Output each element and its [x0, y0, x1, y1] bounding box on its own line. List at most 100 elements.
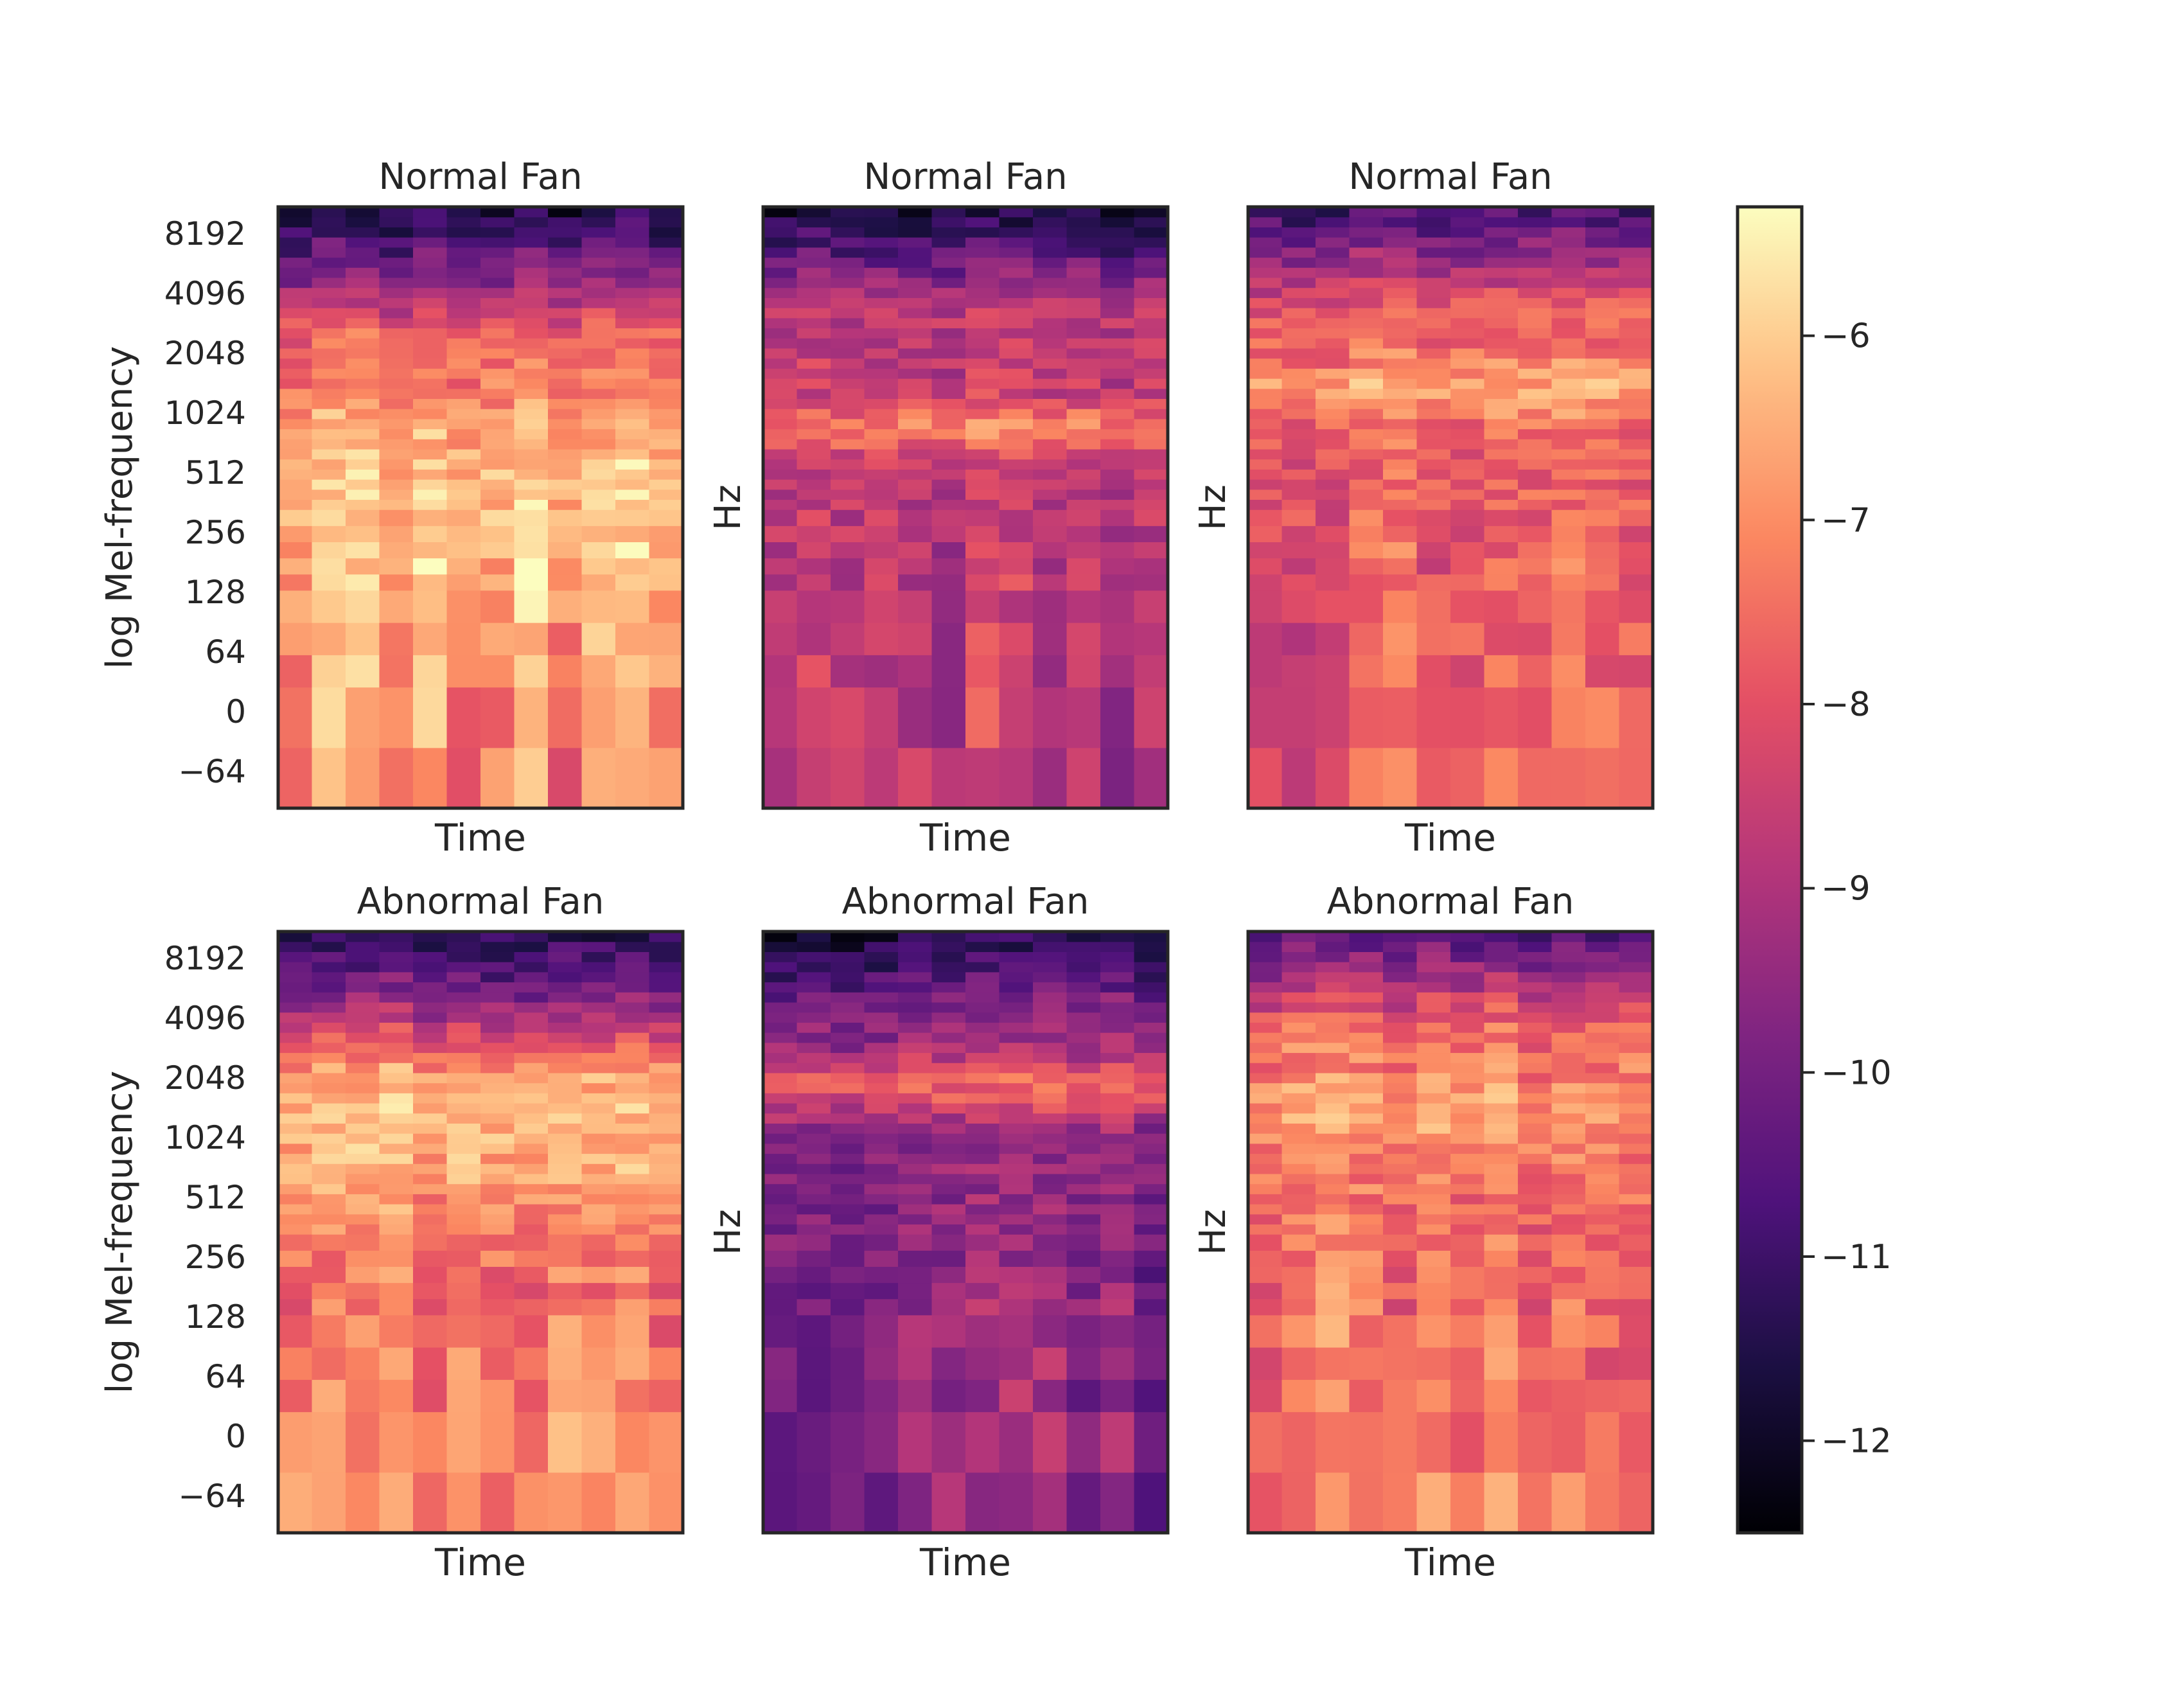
heatmap-cell — [278, 574, 313, 591]
heatmap-cell — [379, 448, 414, 460]
heatmap-cell — [797, 1411, 831, 1473]
heatmap-cell — [1416, 542, 1451, 559]
heatmap-cell — [649, 1113, 683, 1124]
heatmap-cell — [898, 489, 933, 500]
heatmap-cell — [480, 1032, 515, 1043]
heatmap-cell — [346, 277, 380, 288]
heatmap-cell — [514, 1224, 549, 1235]
heatmap-cell — [649, 1063, 683, 1073]
heatmap-cell — [797, 227, 831, 238]
heatmap-cell — [1100, 448, 1135, 460]
heatmap-cell — [446, 1379, 481, 1413]
heatmap-cell — [831, 1032, 865, 1043]
heatmap-cell — [1484, 687, 1519, 748]
heatmap-cell — [1349, 459, 1384, 470]
heatmap-cell — [480, 1093, 515, 1104]
heatmap-cell — [864, 1143, 899, 1154]
heatmap-cell — [1585, 348, 1620, 359]
heatmap-cell — [1551, 1347, 1586, 1380]
heatmap-cell — [346, 1042, 380, 1054]
heatmap-cell — [615, 1072, 650, 1084]
heatmap-cell — [1349, 428, 1384, 439]
heatmap-cell — [1450, 1194, 1485, 1205]
heatmap-cell — [1349, 216, 1384, 227]
heatmap-cell — [1100, 479, 1135, 490]
heatmap-cell — [514, 1143, 549, 1154]
heatmap-cell — [1416, 418, 1451, 430]
heatmap-cell — [413, 574, 448, 591]
heatmap-cell — [931, 526, 966, 542]
heatmap-cell — [1450, 951, 1485, 962]
heatmap-cell — [999, 388, 1034, 399]
heatmap-cell — [446, 348, 481, 359]
heatmap-cell — [1383, 439, 1418, 450]
heatmap-cell — [1484, 317, 1519, 329]
heatmap-cell — [1450, 1298, 1485, 1316]
heatmap-cell — [1248, 747, 1283, 809]
heatmap-cell — [278, 1250, 313, 1267]
heatmap-cell — [999, 216, 1034, 227]
heatmap-cell — [446, 1052, 481, 1063]
heatmap-cell — [1033, 1022, 1068, 1033]
heatmap-cell — [446, 574, 481, 591]
heatmap-cell — [480, 439, 515, 450]
heatmap-cell — [581, 1063, 616, 1073]
heatmap-cell — [278, 1347, 313, 1380]
heatmap-cell — [413, 623, 448, 655]
heatmap-cell — [797, 1173, 831, 1185]
heatmap-cell — [615, 1102, 650, 1114]
heatmap-cell — [1416, 1082, 1451, 1093]
heatmap-cell — [797, 358, 831, 369]
heatmap-cell — [999, 1143, 1034, 1154]
heatmap-cell — [1450, 328, 1485, 339]
heatmap-cell — [898, 971, 933, 983]
heatmap-cell — [1619, 1194, 1653, 1205]
heatmap-cell — [1383, 982, 1418, 993]
y-tick-label: 1024 — [164, 394, 246, 432]
heatmap-cell — [1585, 623, 1620, 655]
heatmap-cell — [1619, 1153, 1653, 1164]
y-tick-label: 512 — [185, 454, 246, 491]
heatmap-cell — [1033, 398, 1068, 409]
heatmap-cell — [1416, 439, 1451, 450]
heatmap-cell — [1450, 1002, 1485, 1013]
heatmap-cell — [1100, 932, 1135, 942]
heatmap-cell — [999, 992, 1034, 1003]
heatmap-cell — [581, 1082, 616, 1093]
heatmap-cell — [965, 992, 1000, 1003]
heatmap-cell — [581, 409, 616, 420]
heatmap-cell — [797, 257, 831, 268]
heatmap-cell — [514, 317, 549, 329]
heatmap-cell — [1248, 459, 1283, 470]
x-axis-label: Time — [919, 1541, 1011, 1584]
heatmap-cell — [1066, 1123, 1101, 1134]
heatmap-cell — [1281, 1002, 1316, 1013]
heatmap-cell — [1450, 469, 1485, 480]
heatmap-cell — [1450, 1282, 1485, 1300]
heatmap-cell — [1134, 469, 1168, 480]
heatmap-cell — [898, 1163, 933, 1174]
heatmap-cell — [965, 398, 1000, 409]
heatmap-cell — [831, 1472, 865, 1533]
heatmap-cell — [379, 1133, 414, 1144]
heatmap-cell — [1316, 257, 1350, 268]
heatmap-cell — [1248, 1123, 1283, 1134]
heatmap-cell — [1100, 1173, 1135, 1185]
heatmap-cell — [1066, 1072, 1101, 1084]
heatmap-cell — [346, 941, 380, 952]
heatmap-cell — [1450, 418, 1485, 430]
heatmap-cell — [864, 297, 899, 308]
heatmap-cell — [1416, 1133, 1451, 1144]
heatmap-cell — [1416, 1072, 1451, 1084]
heatmap-cell — [1349, 932, 1384, 942]
heatmap-cell — [312, 1143, 346, 1154]
heatmap-cell — [1066, 1266, 1101, 1284]
heatmap-cell — [480, 1063, 515, 1073]
heatmap-cell — [514, 428, 549, 439]
heatmap-cell — [1416, 932, 1451, 942]
heatmap-cell — [1416, 398, 1451, 409]
heatmap-cell — [864, 378, 899, 389]
heatmap-cell — [763, 1183, 798, 1194]
heatmap-cell — [1484, 409, 1519, 420]
heatmap-cell — [413, 509, 448, 526]
